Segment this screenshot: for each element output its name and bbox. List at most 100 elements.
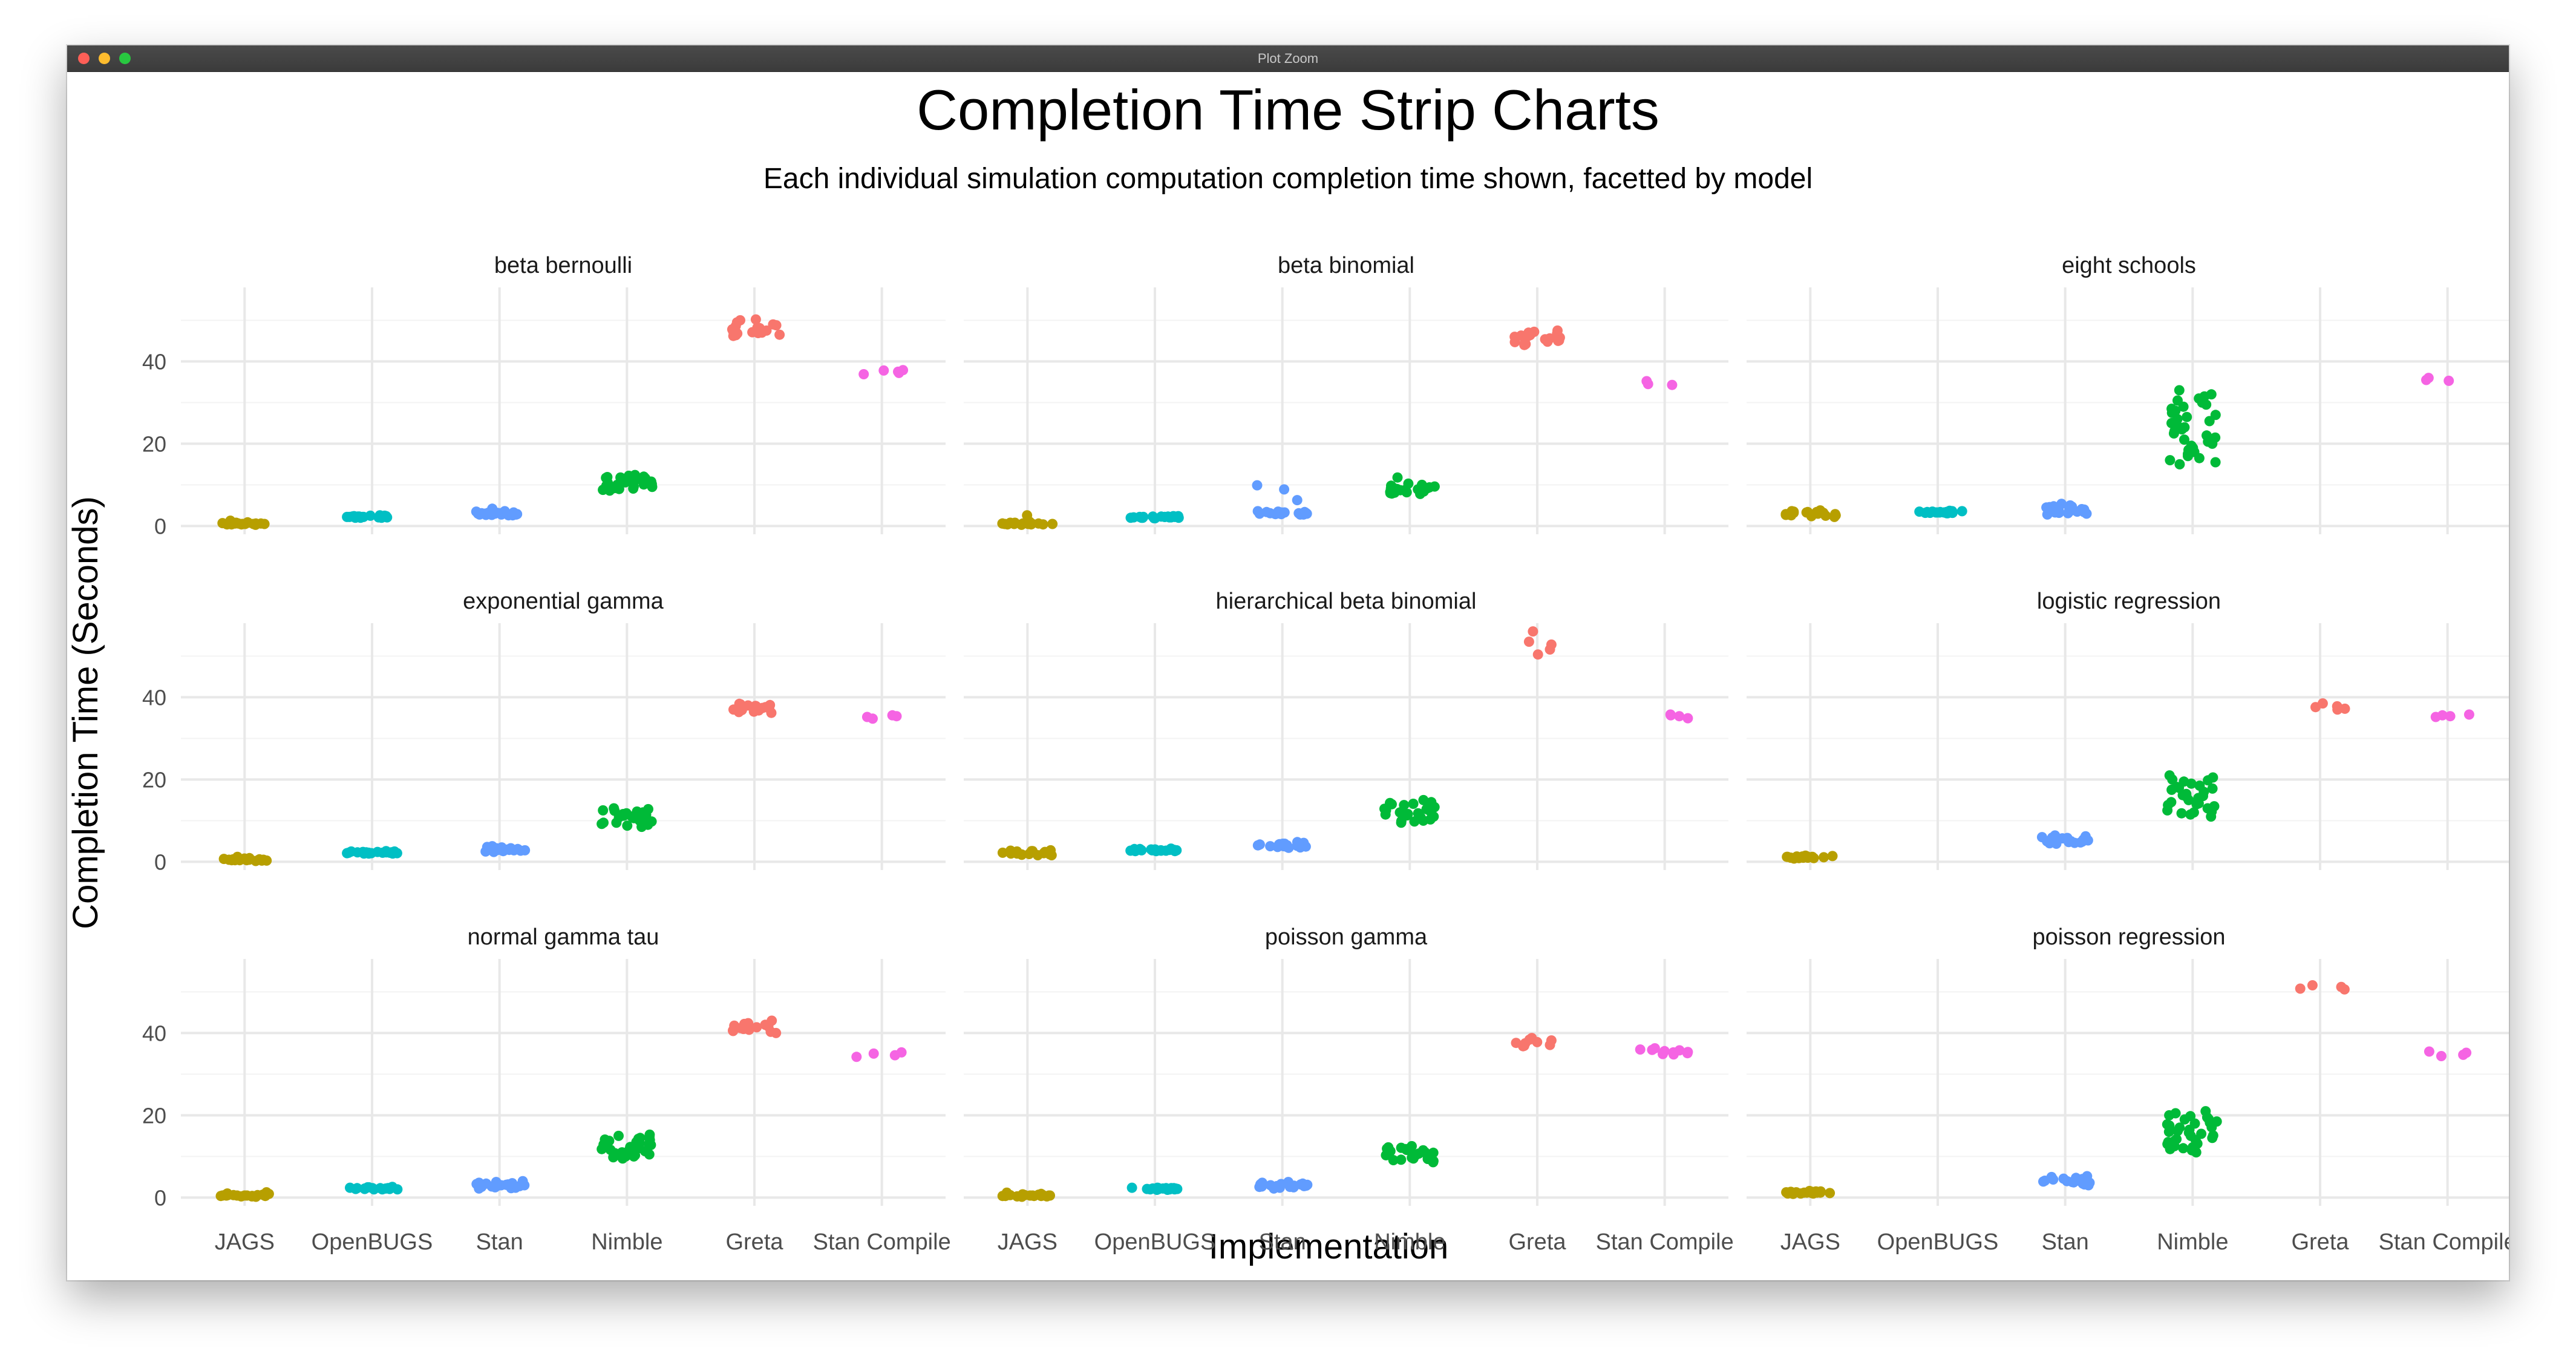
data-point-jags — [1008, 519, 1019, 529]
data-point-openbugs — [1126, 1182, 1137, 1193]
x-tick-label: Nimble — [591, 1229, 662, 1255]
data-point-jags — [1806, 852, 1817, 863]
data-point-greta — [2295, 983, 2306, 994]
data-point-stan — [2074, 1176, 2085, 1186]
data-point-jags — [1798, 852, 1809, 863]
data-point-stan — [1292, 495, 1303, 506]
data-point-stan — [492, 508, 503, 519]
data-point-openbugs — [1932, 507, 1943, 518]
data-point-nimble — [2165, 1144, 2176, 1154]
facet-strip-title: eight schools — [2062, 253, 2196, 278]
data-point-greta — [2332, 701, 2342, 712]
strip-chart-figure: Completion Time Strip Charts Each indivi… — [67, 78, 2509, 1266]
data-point-openbugs — [1957, 506, 1967, 517]
data-point-nimble — [2182, 411, 2192, 422]
data-point-stan-compile — [851, 1052, 862, 1062]
data-point-stan — [2048, 1174, 2059, 1185]
y-tick-label: 40 — [142, 349, 166, 374]
data-point-stan — [1301, 1180, 1312, 1191]
data-point-jags — [1045, 849, 1055, 860]
facet-strip-title: poisson gamma — [1265, 924, 1428, 950]
y-tick-label: 20 — [142, 1103, 166, 1128]
facet-strip-title: beta bernoulli — [494, 253, 632, 278]
data-point-greta — [763, 703, 774, 714]
data-point-greta — [1511, 1038, 1522, 1049]
data-point-nimble — [1396, 816, 1407, 826]
data-point-stan-compile — [861, 712, 872, 722]
window-title: Plot Zoom — [1257, 51, 1319, 66]
data-point-stan — [476, 1182, 487, 1193]
data-point-greta — [1520, 339, 1531, 350]
data-point-nimble — [2171, 782, 2182, 793]
data-point-greta — [1545, 1039, 1555, 1050]
x-tick-label: OpenBUGS — [1877, 1229, 1999, 1255]
window-titlebar[interactable]: Plot Zoom — [67, 45, 2509, 72]
data-point-stan — [1254, 508, 1265, 519]
x-tick-label: Nimble — [2157, 1229, 2228, 1255]
data-point-greta — [1545, 644, 1555, 655]
data-point-stan — [1300, 508, 1311, 519]
data-point-nimble — [1399, 800, 1410, 811]
data-point-nimble — [2203, 436, 2214, 447]
data-point-jags — [1819, 852, 1829, 863]
data-point-greta — [750, 314, 761, 325]
data-point-nimble — [629, 813, 639, 823]
data-point-openbugs — [367, 1183, 378, 1194]
data-point-jags — [230, 855, 240, 866]
data-point-stan-compile — [1665, 709, 1676, 720]
data-point-jags — [221, 1190, 232, 1201]
data-point-nimble — [2206, 806, 2217, 817]
y-tick-label: 0 — [154, 849, 166, 874]
data-point-jags — [1818, 508, 1829, 519]
maximize-window-button[interactable] — [119, 53, 131, 64]
minimize-window-button[interactable] — [99, 53, 110, 64]
data-point-jags — [229, 518, 240, 529]
x-tick-label: Greta — [725, 1229, 783, 1255]
data-point-nimble — [1396, 1154, 1407, 1165]
data-point-nimble — [1408, 799, 1419, 809]
data-point-jags — [1785, 1186, 1796, 1197]
data-point-jags — [239, 1190, 250, 1201]
data-point-jags — [250, 518, 261, 529]
data-point-nimble — [625, 1142, 636, 1153]
data-point-nimble — [2164, 770, 2175, 781]
data-point-openbugs — [386, 847, 397, 858]
data-point-stan-compile — [1658, 1049, 1668, 1059]
data-point-jags — [237, 519, 248, 529]
data-point-jags — [1017, 1189, 1028, 1200]
data-point-stan-compile — [2424, 1046, 2434, 1057]
x-tick-label: Stan — [2042, 1229, 2089, 1255]
data-point-openbugs — [392, 1184, 403, 1195]
data-point-nimble — [611, 817, 622, 828]
data-point-nimble — [2172, 395, 2183, 406]
data-point-greta — [1522, 331, 1533, 342]
facet-strip-title: hierarchical beta binomial — [1216, 589, 1477, 614]
data-point-greta — [2310, 702, 2321, 713]
data-point-openbugs — [1169, 1184, 1180, 1195]
data-point-stan-compile — [2444, 375, 2454, 386]
y-tick-label: 20 — [142, 431, 166, 456]
data-point-nimble — [630, 470, 641, 480]
data-point-jags — [1825, 1188, 1836, 1199]
data-point-nimble — [2179, 434, 2189, 445]
data-point-greta — [760, 1019, 771, 1030]
data-point-greta — [728, 1026, 739, 1036]
data-point-nimble — [1413, 808, 1424, 819]
x-tick-label: Stan — [476, 1229, 523, 1255]
data-point-nimble — [1403, 478, 1414, 489]
data-point-nimble — [2179, 776, 2189, 787]
data-point-nimble — [1417, 1145, 1428, 1156]
data-point-jags — [1036, 1191, 1047, 1202]
x-tick-label: Stan — [1259, 1229, 1306, 1255]
data-point-nimble — [2196, 1128, 2207, 1139]
data-point-openbugs — [359, 848, 370, 859]
close-window-button[interactable] — [78, 53, 90, 64]
data-point-stan-compile — [1668, 1047, 1679, 1058]
data-point-nimble — [633, 1133, 644, 1144]
facet-panel-poisson-gamma: poisson gamma JAGS OpenBUGS Stan Nimble Greta… — [964, 924, 1734, 1255]
data-point-openbugs — [1914, 506, 1925, 517]
data-point-greta — [1552, 325, 1563, 336]
data-point-openbugs — [359, 1183, 370, 1194]
facet-panel-logistic-regression: logistic regression — [1747, 589, 2509, 870]
data-point-stan-compile — [887, 710, 898, 721]
